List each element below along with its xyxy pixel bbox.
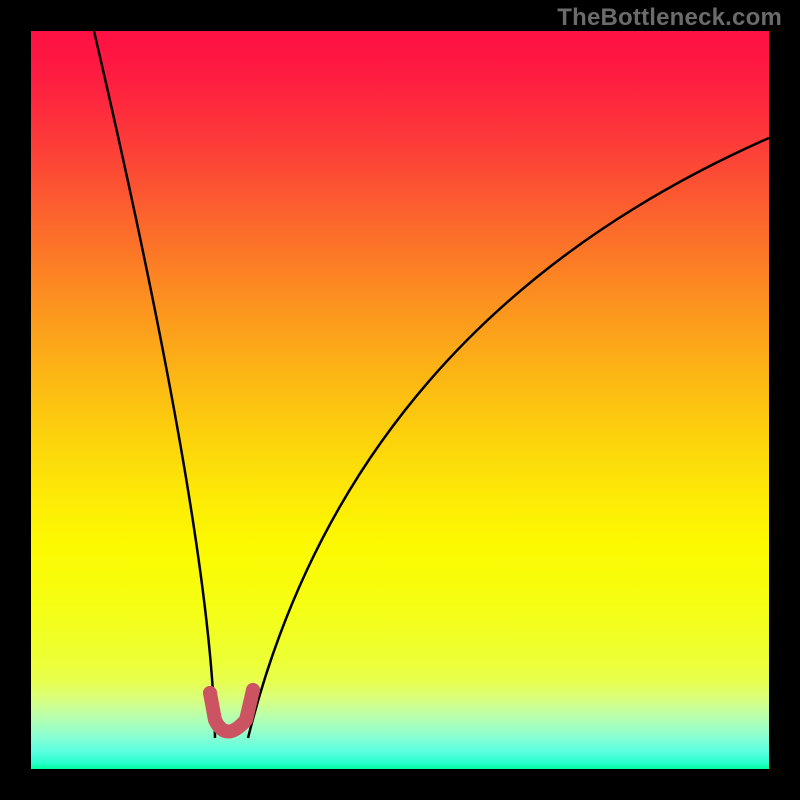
- dip-marker-dot-0: [203, 686, 217, 700]
- dip-marker-dot-1: [246, 683, 260, 697]
- bottleneck-chart: [0, 0, 800, 800]
- chart-container: TheBottleneck.com: [0, 0, 800, 800]
- watermark-text: TheBottleneck.com: [557, 4, 782, 32]
- plot-area: [31, 31, 769, 769]
